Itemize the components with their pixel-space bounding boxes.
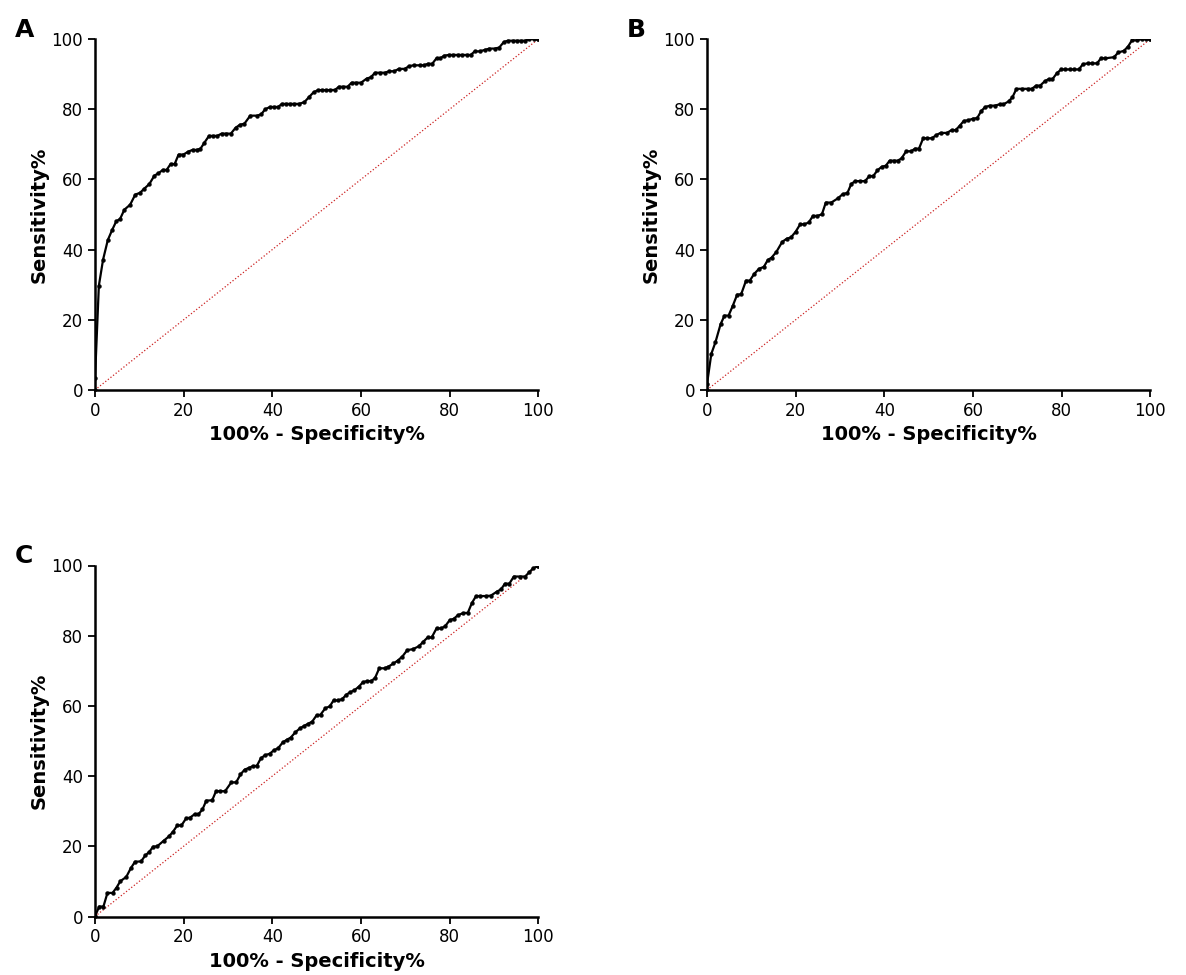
Y-axis label: Sensitivity%: Sensitivity% <box>30 673 49 809</box>
X-axis label: 100% - Specificity%: 100% - Specificity% <box>209 952 425 971</box>
Text: B: B <box>627 18 646 42</box>
Y-axis label: Sensitivity%: Sensitivity% <box>642 146 661 283</box>
X-axis label: 100% - Specificity%: 100% - Specificity% <box>209 425 425 445</box>
Text: C: C <box>15 544 33 568</box>
Text: A: A <box>15 18 34 42</box>
X-axis label: 100% - Specificity%: 100% - Specificity% <box>821 425 1037 445</box>
Y-axis label: Sensitivity%: Sensitivity% <box>30 146 49 283</box>
